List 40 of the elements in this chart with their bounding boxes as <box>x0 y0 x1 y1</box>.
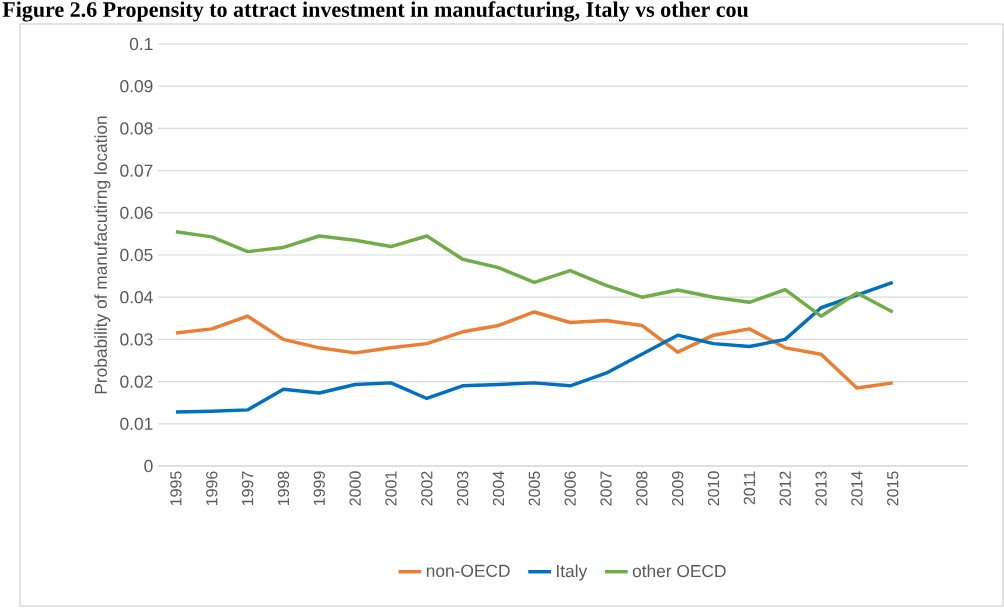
x-tick-label: 2014 <box>851 471 863 506</box>
x-tick-label: 1995 <box>170 471 182 506</box>
x-tick-label: 2003 <box>456 471 469 506</box>
y-tick-label: 0 <box>144 459 153 473</box>
x-tick-label: 2000 <box>349 471 361 506</box>
y-tick-label: 0.08 <box>120 122 153 135</box>
y-tick-label: 0.05 <box>120 248 153 262</box>
x-tick-label: 1996 <box>206 471 218 506</box>
x-tick-label: 2001 <box>385 471 397 506</box>
x-tick-label: 2005 <box>528 471 540 506</box>
line-series <box>174 230 895 318</box>
line-series <box>174 280 895 414</box>
x-tick-label: 1998 <box>277 471 290 506</box>
y-tick-label: 0.06 <box>120 206 153 219</box>
x-tick-label: 2002 <box>421 471 433 506</box>
line-series <box>174 310 895 390</box>
x-tick-label: 2012 <box>779 471 791 506</box>
x-tick-label: 2011 <box>743 471 756 505</box>
x-tick-label: 2009 <box>672 471 684 506</box>
y-tick-label: 0.09 <box>120 80 153 93</box>
y-tick-label: 0.01 <box>120 417 153 430</box>
y-tick-label: 0.04 <box>120 291 153 304</box>
y-tick-label: 0.02 <box>120 375 153 388</box>
legend-label: non-OECD <box>426 564 510 577</box>
x-tick-label: 1997 <box>241 471 254 506</box>
x-tick-label: 2006 <box>564 471 576 506</box>
y-tick-label: 0.1 <box>129 37 153 51</box>
legend-label: other OECD <box>632 564 726 578</box>
x-tick-label: 2013 <box>815 471 827 506</box>
x-tick-label: 2007 <box>600 471 612 506</box>
legend-label: Italy <box>557 564 588 581</box>
y-tick-label: 0.07 <box>120 164 153 177</box>
x-tick-label: 2008 <box>636 471 648 506</box>
x-tick-label: 2015 <box>887 471 899 506</box>
x-tick-label: 2004 <box>492 471 505 506</box>
chart-title: Figure 2.6 Propensity to attract investment in manufacturing, Italy vs other cou <box>2 1 749 22</box>
x-tick-label: 2010 <box>707 471 720 506</box>
x-tick-label: 1999 <box>313 471 325 506</box>
y-axis-title: Probability of manufacutirng location <box>94 116 111 394</box>
y-tick-label: 0.03 <box>120 333 153 346</box>
